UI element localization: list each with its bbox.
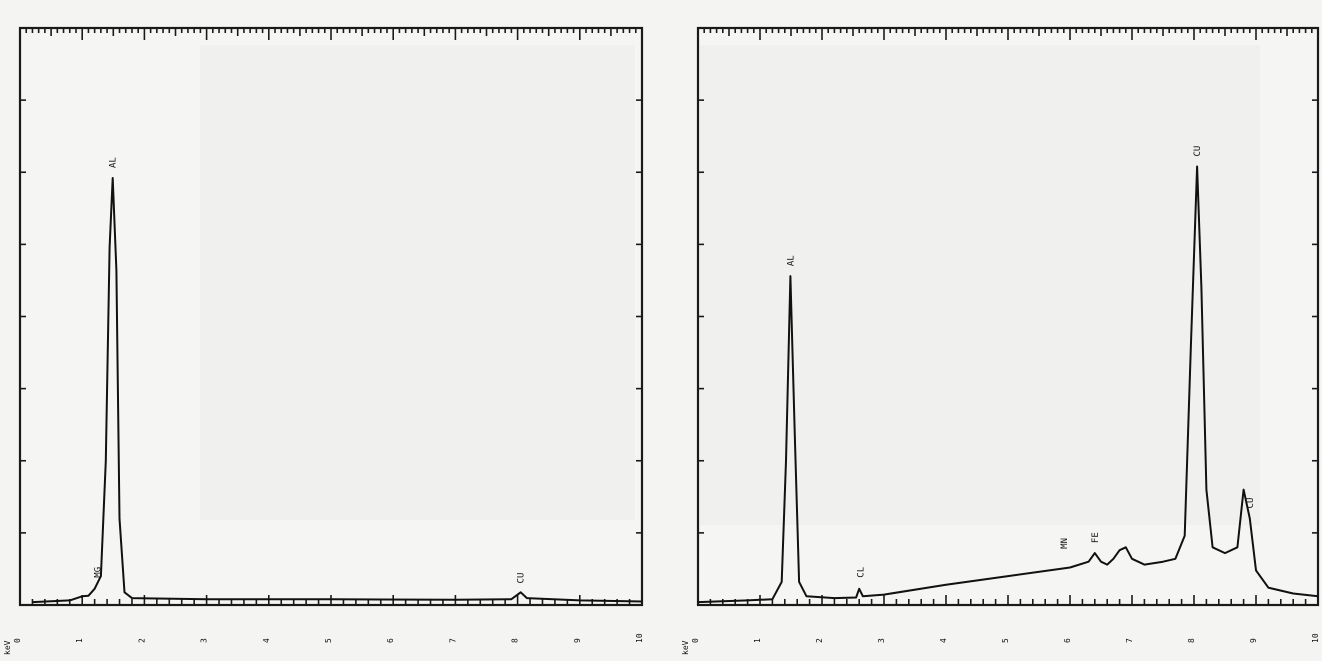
peak-label: MG <box>94 567 104 578</box>
x-tick-label: 4 <box>262 638 271 643</box>
x-tick-label: 3 <box>200 638 209 643</box>
peak-label: AL <box>786 255 796 266</box>
x-tick-label: 9 <box>573 638 582 643</box>
x-tick-label: 10 <box>1311 633 1320 643</box>
x-tick-label: 9 <box>1249 638 1258 643</box>
background-sample-image <box>700 45 1260 525</box>
x-tick-label: 8 <box>1187 638 1196 643</box>
peak-label: CU <box>1193 146 1203 157</box>
x-tick-label: 1 <box>75 638 84 643</box>
x-tick-label: 0 <box>691 638 700 643</box>
plot-frame <box>696 26 1320 607</box>
x-tick-label: 6 <box>1063 638 1072 643</box>
peak-label: MN <box>1060 538 1070 549</box>
peak-label: CL <box>856 567 866 578</box>
x-tick-label: 5 <box>324 638 333 643</box>
peak-label: CU <box>517 573 527 584</box>
x-tick-label: 3 <box>877 638 886 643</box>
x-tick-label: 1 <box>753 638 762 643</box>
x-tick-label: 10 <box>635 633 644 643</box>
x-tick-label: 7 <box>448 638 457 643</box>
spectrum-trace <box>697 165 1319 604</box>
background-sample-image <box>200 45 635 520</box>
peak-label: AL <box>109 157 119 168</box>
peak-label: CU <box>1246 498 1256 509</box>
x-tick-label: 7 <box>1125 638 1134 643</box>
x-tick-label: 6 <box>386 638 395 643</box>
spectrum-trace <box>32 177 643 604</box>
x-tick-label: 0 <box>13 638 22 643</box>
x-tick-label: 4 <box>939 638 948 643</box>
x-axis-unit: keV <box>3 640 12 655</box>
spectrum-right-panel: 0 1 2 3 4 5 6 7 8 9 10 keV AL CL MN FE CU CU <box>681 26 1320 655</box>
x-tick-label: 5 <box>1001 638 1010 643</box>
plot-frame <box>18 26 644 607</box>
spectrum-left-panel: 0 1 2 3 4 5 6 7 8 9 10 keV MG AL CU <box>3 26 644 655</box>
x-axis-unit: keV <box>681 640 690 655</box>
peak-label: FE <box>1091 532 1101 543</box>
x-tick-label: 2 <box>815 638 824 643</box>
x-tick-label: 8 <box>511 638 520 643</box>
x-tick-label: 2 <box>137 638 146 643</box>
